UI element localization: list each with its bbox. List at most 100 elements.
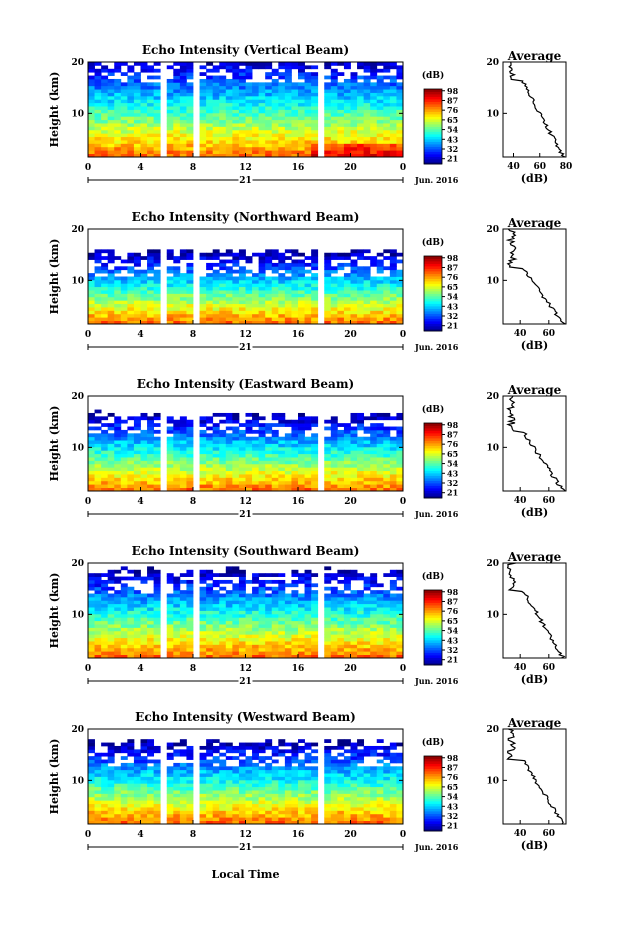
heatmap-cell bbox=[291, 624, 299, 628]
heatmap-cell bbox=[298, 276, 305, 281]
heatmap-cell bbox=[304, 320, 312, 325]
heatmap-cell bbox=[179, 273, 187, 277]
heatmap-cell bbox=[396, 440, 404, 444]
heatmap-cell bbox=[330, 593, 338, 598]
heatmap-cell bbox=[232, 317, 240, 321]
heatmap-cell bbox=[383, 313, 391, 318]
heatmap-cell bbox=[120, 150, 128, 154]
heatmap-cell bbox=[363, 317, 371, 321]
heatmap-cell bbox=[173, 303, 181, 308]
heatmap-cell bbox=[219, 252, 227, 257]
heatmap-cell bbox=[271, 293, 279, 298]
heatmap-cell bbox=[153, 779, 161, 784]
heatmap-cell bbox=[245, 82, 253, 87]
heatmap-cell bbox=[350, 641, 358, 645]
heatmap-cell bbox=[383, 416, 391, 421]
heatmap-cell bbox=[101, 129, 109, 134]
heatmap-cell bbox=[376, 78, 384, 83]
heatmap-cell bbox=[376, 109, 384, 114]
heatmap-cell bbox=[343, 150, 351, 154]
heatmap-cell bbox=[284, 803, 292, 808]
heatmap-cell bbox=[219, 78, 227, 83]
colorbar-segment bbox=[424, 458, 442, 461]
heatmap-cell bbox=[127, 133, 135, 138]
heatmap-cell bbox=[212, 75, 220, 80]
heatmap-cell bbox=[147, 813, 155, 818]
heatmap-cell bbox=[140, 820, 148, 825]
heatmap-cell bbox=[219, 460, 227, 465]
heatmap-cell bbox=[94, 106, 102, 110]
heatmap-cell bbox=[278, 579, 286, 584]
heatmap-cell bbox=[173, 102, 181, 107]
heatmap-cell bbox=[330, 450, 338, 455]
heatmap-cell bbox=[298, 99, 305, 104]
heatmap-cell bbox=[179, 783, 187, 788]
colorbar-segment bbox=[424, 131, 442, 135]
heatmap-cell bbox=[271, 123, 279, 127]
heatmap-cell bbox=[101, 786, 109, 791]
heatmap-cell bbox=[265, 286, 273, 291]
heatmap-cell bbox=[284, 129, 292, 134]
heatmap-cell bbox=[252, 283, 260, 288]
heatmap-cell bbox=[166, 429, 174, 434]
heatmap-cell bbox=[337, 82, 345, 87]
heatmap-cell bbox=[107, 470, 115, 475]
colorbar-segment bbox=[424, 630, 442, 633]
heatmap-cell bbox=[245, 596, 253, 601]
heatmap-cell bbox=[206, 603, 214, 608]
heatmap-cell bbox=[383, 296, 391, 301]
heatmap-cell bbox=[389, 146, 397, 151]
heatmap-cell bbox=[324, 426, 332, 431]
heatmap-cell bbox=[298, 423, 305, 427]
heatmap-cell bbox=[238, 440, 246, 444]
heatmap-cell bbox=[179, 68, 187, 73]
colorbar-segment bbox=[424, 625, 442, 628]
average-x-tick-label: 60 bbox=[533, 162, 546, 172]
heatmap-cell bbox=[186, 303, 194, 308]
heatmap-cell bbox=[147, 123, 155, 127]
heatmap-cell bbox=[278, 119, 286, 124]
heatmap-cell bbox=[383, 641, 391, 645]
heatmap-cell bbox=[101, 742, 109, 747]
heatmap-cell bbox=[173, 92, 181, 97]
heatmap-cell bbox=[212, 477, 220, 482]
heatmap-cell bbox=[370, 62, 378, 66]
heatmap-cell bbox=[389, 573, 397, 577]
heatmap-cell bbox=[140, 641, 148, 645]
heatmap-cell bbox=[258, 126, 266, 131]
heatmap-cell bbox=[304, 95, 312, 100]
heatmap-cell bbox=[298, 624, 305, 628]
heatmap-cell bbox=[271, 453, 279, 458]
heatmap-cell bbox=[101, 766, 109, 771]
heatmap-cell bbox=[298, 443, 305, 448]
heatmap-cell bbox=[140, 126, 148, 131]
heatmap-cell bbox=[133, 95, 141, 100]
heatmap-cell bbox=[245, 463, 253, 468]
heatmap-cell bbox=[206, 786, 214, 791]
heatmap-cell bbox=[376, 129, 384, 134]
heatmap-cell bbox=[133, 436, 141, 441]
heatmap-cell bbox=[166, 279, 174, 284]
heatmap-cell bbox=[107, 586, 115, 591]
heatmap-cell bbox=[284, 290, 292, 294]
heatmap-cell bbox=[396, 89, 404, 93]
heatmap-cell bbox=[186, 779, 194, 784]
heatmap-cell bbox=[225, 109, 233, 114]
heatmap-cell bbox=[258, 453, 266, 458]
heatmap-cell bbox=[265, 283, 273, 288]
heatmap-cell bbox=[363, 286, 371, 291]
heatmap-cell bbox=[166, 484, 174, 488]
heatmap-cell bbox=[252, 317, 260, 321]
heatmap-cell bbox=[140, 817, 148, 821]
heatmap-cell bbox=[212, 776, 220, 781]
heatmap-cell bbox=[258, 484, 266, 488]
heatmap-cell bbox=[291, 627, 299, 632]
heatmap-cell bbox=[232, 450, 240, 455]
heatmap-cell bbox=[265, 779, 273, 784]
heatmap-cell bbox=[343, 620, 351, 625]
heatmap-cell bbox=[219, 440, 227, 444]
heatmap-cell bbox=[94, 303, 102, 308]
heatmap-cell bbox=[133, 773, 141, 777]
heatmap-cell bbox=[291, 136, 299, 141]
heatmap-cell bbox=[199, 303, 207, 308]
